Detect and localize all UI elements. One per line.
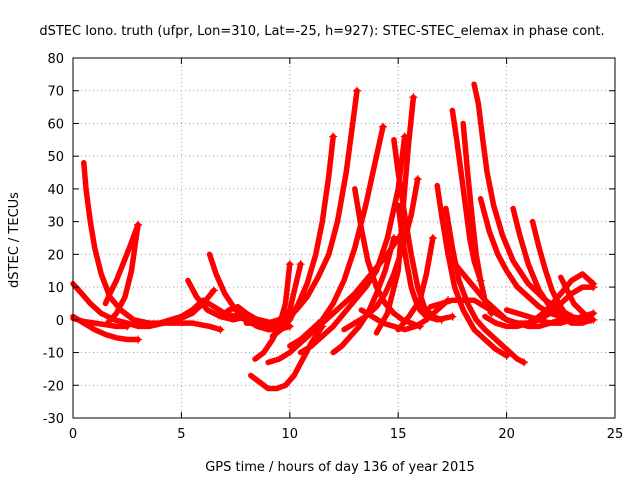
satellite-arc	[243, 261, 304, 326]
satellite-arc	[503, 307, 597, 326]
grid-lines	[73, 58, 615, 418]
x-tick-label: 15	[390, 427, 407, 442]
satellite-arc	[102, 222, 141, 307]
arc-end-marker	[134, 220, 143, 229]
satellite-arc	[70, 281, 217, 330]
y-tick-label: 60	[47, 117, 64, 132]
y-tick-label: 50	[47, 150, 64, 165]
satellite-arc	[482, 271, 597, 330]
x-tick-label: 20	[498, 427, 515, 442]
arc-end-marker	[134, 335, 143, 344]
satellite-arc	[449, 107, 484, 284]
y-axis-label: dSTEC / TECUs	[7, 192, 22, 288]
y-tick-label: -30	[43, 412, 64, 427]
data-series-group	[70, 81, 598, 392]
y-tick-label: -10	[43, 347, 64, 362]
arc-end-marker	[216, 325, 225, 334]
satellite-arc	[297, 133, 408, 356]
x-tick-label: 25	[607, 427, 624, 442]
arc-end-marker	[428, 234, 437, 242]
y-tick-label: 20	[47, 248, 64, 263]
satellite-arc	[358, 297, 451, 333]
arc-end-marker	[519, 358, 528, 367]
arc-end-marker	[296, 260, 305, 269]
y-tick-label: 40	[47, 183, 64, 198]
y-tick-label: -20	[43, 379, 64, 394]
y-tick-label: 70	[47, 85, 64, 100]
axis-ticks: 0 5 10 15 20 25 -30 -20 -10 0 10 20 30 40 50 60 70 80	[43, 52, 624, 442]
arc-end-marker	[209, 286, 218, 295]
x-tick-label: 0	[69, 427, 77, 442]
arc-end-marker	[123, 322, 132, 331]
satellite-arc	[104, 222, 141, 326]
y-tick-label: 30	[47, 216, 64, 231]
satellite-arc	[373, 94, 417, 336]
arc-end-marker	[448, 312, 457, 321]
satellite-arc	[395, 235, 436, 333]
satellite-arc	[529, 218, 575, 320]
satellite-arc	[352, 186, 423, 330]
arc-end-marker	[502, 351, 511, 360]
y-tick-label: 10	[47, 281, 64, 296]
arc-end-marker	[589, 279, 598, 288]
x-axis-label: GPS time / hours of day 136 of year 2015	[205, 460, 475, 475]
chart-title: dSTEC Iono. truth (ufpr, Lon=310, Lat=-2…	[39, 24, 604, 39]
arc-end-marker	[409, 93, 418, 102]
x-tick-label: 5	[177, 427, 185, 442]
satellite-arc	[269, 133, 336, 339]
plot-frame	[72, 57, 616, 419]
y-tick-label: 0	[56, 314, 64, 329]
satellite-arc	[70, 315, 130, 330]
arc-end-marker	[329, 132, 338, 141]
arc-end-marker	[389, 234, 398, 242]
arc-end-marker	[589, 309, 598, 318]
satellite-arc	[434, 182, 510, 359]
satellite-arc	[271, 87, 360, 330]
satellite-arc	[287, 123, 386, 349]
arc-end-marker	[285, 260, 294, 269]
arc-end-marker	[379, 122, 388, 131]
arc-end-marker	[413, 175, 422, 184]
x-tick-label: 10	[282, 427, 299, 442]
satellite-arc	[395, 202, 456, 323]
arc-end-marker	[353, 86, 362, 95]
y-tick-label: 80	[47, 52, 64, 67]
